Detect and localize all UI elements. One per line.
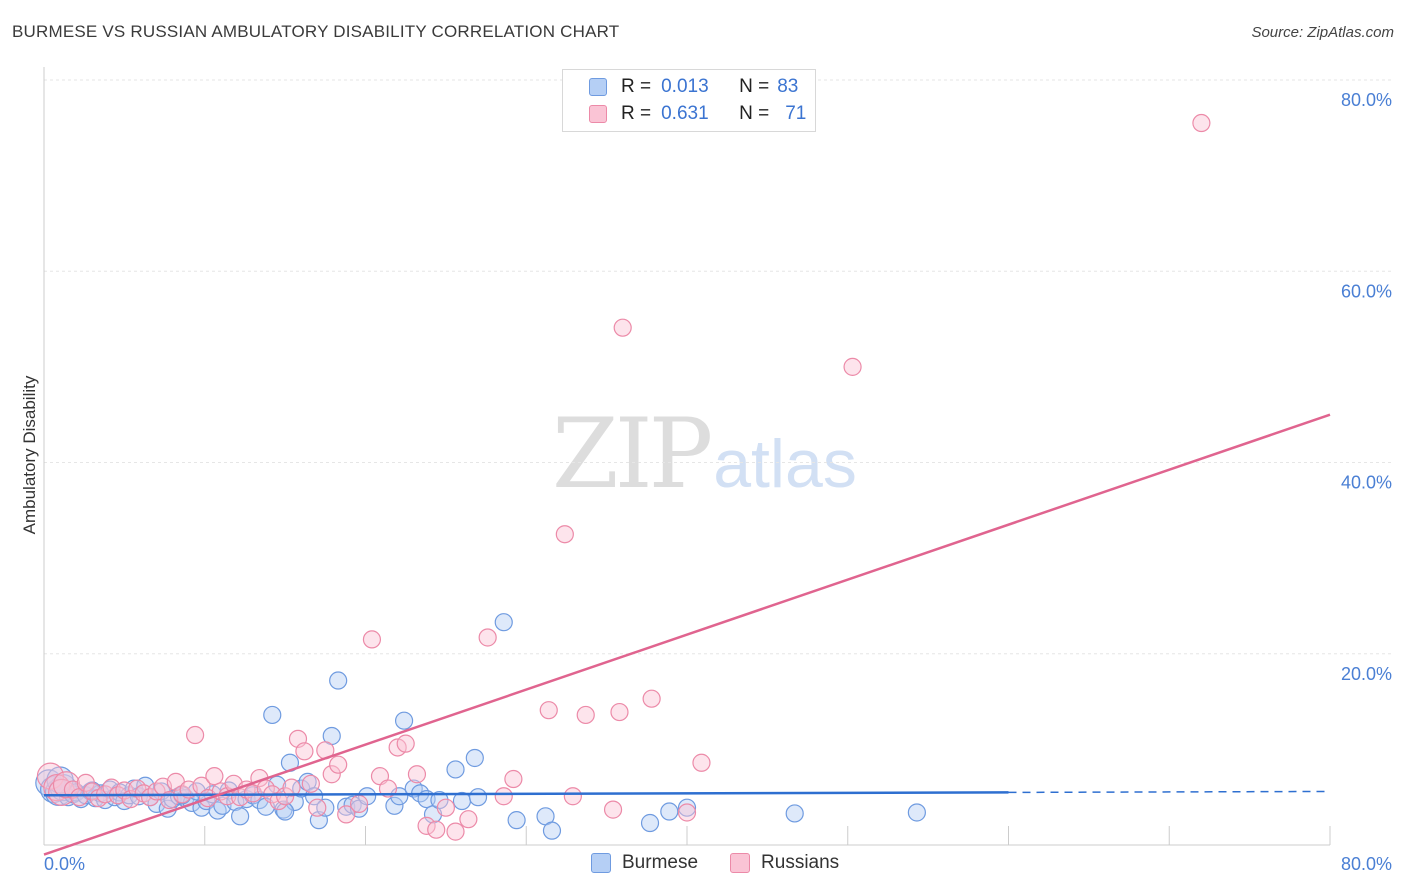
russians-trend-line (43, 413, 1331, 856)
burmese-point (660, 802, 679, 821)
russian-point (427, 820, 446, 839)
burmese-point (907, 803, 926, 822)
russians-r-label: R = (621, 103, 652, 124)
chart-source: Source: ZipAtlas.com (1251, 24, 1394, 41)
russians-r-value: 0.631 (661, 103, 709, 124)
russian-point (563, 787, 582, 806)
x-tick-label-max: 80.0% (1341, 854, 1392, 874)
russian-point (205, 767, 224, 786)
russian-point (504, 769, 523, 789)
russian-point (322, 765, 341, 784)
burmese-point (468, 788, 488, 807)
russian-point (1192, 113, 1211, 133)
chart-title: BURMESE VS RUSSIAN AMBULATORY DISABILITY… (12, 22, 620, 41)
russian-point (603, 800, 623, 819)
russian-point (282, 778, 301, 797)
russian-point (539, 701, 558, 720)
russian-point (362, 630, 382, 649)
trend-lines (43, 413, 1331, 856)
burmese-legend-label: Burmese (622, 852, 699, 873)
russians-swatch (589, 105, 607, 123)
correlation-legend: R = 0.013 N = 83 R = 0.631 N = 71 (562, 69, 816, 132)
russian-point (677, 803, 697, 822)
russian-point (613, 318, 632, 337)
burmese-trend-line (43, 791, 1009, 797)
legend-item-burmese[interactable]: Burmese (591, 852, 698, 874)
burmese-point (494, 613, 513, 632)
legend-row-russians: R = 0.631 N = 71 (563, 100, 806, 128)
russian-point (407, 765, 427, 784)
burmese-point (640, 813, 660, 833)
burmese-point (507, 811, 526, 830)
russian-point (329, 755, 348, 774)
russian-point (478, 628, 497, 647)
russians-legend-label: Russians (761, 852, 840, 873)
russian-point (396, 734, 415, 753)
burmese-n-value: 83 (777, 76, 799, 97)
burmese-point (276, 802, 295, 821)
burmese-point (385, 796, 404, 815)
y-tick-label-60: 60.0% (1341, 281, 1392, 301)
burmese-point (465, 748, 484, 768)
russian-point (642, 689, 661, 708)
grid-layer (44, 79, 1392, 655)
y-tick-label-80: 80.0% (1341, 90, 1392, 110)
y-tick-label-40: 40.0% (1341, 473, 1392, 493)
burmese-point (329, 671, 348, 690)
burmese-n-label: N = (739, 76, 770, 97)
russian-point (459, 810, 478, 829)
russian-point (576, 705, 595, 725)
russian-point (843, 357, 862, 376)
russian-point (417, 816, 436, 835)
legend-row-burmese: R = 0.013 N = 83 (563, 73, 798, 101)
russian-point (295, 742, 314, 761)
russian-points (36, 113, 1211, 841)
legend-item-russians[interactable]: Russians (730, 852, 839, 874)
russian-point (494, 787, 513, 806)
y-tick-label-20: 20.0% (1341, 664, 1392, 684)
burmese-point (785, 804, 804, 823)
x-tick-label-min: 0.0% (44, 854, 85, 874)
russian-point (378, 779, 398, 798)
russian-point (692, 753, 711, 772)
russian-point (349, 794, 369, 813)
russian-point (308, 798, 327, 817)
russians-legend-swatch (730, 853, 751, 873)
burmese-point (394, 711, 414, 730)
burmese-legend-swatch (591, 853, 611, 873)
burmese-point (542, 821, 562, 840)
tick-labels: 20.0% 40.0% 60.0% 80.0% 0.0% 80.0% Ambulatory … (20, 90, 1392, 874)
russian-point (555, 525, 574, 544)
burmese-point (263, 705, 282, 725)
russians-n-value: 71 (785, 103, 807, 124)
russian-point (446, 822, 465, 841)
russian-point (301, 774, 320, 793)
russian-point (610, 702, 629, 722)
burmese-r-label: R = (621, 76, 652, 97)
russian-point (48, 778, 76, 807)
burmese-point (677, 798, 697, 817)
series-legend: Burmese Russians (591, 852, 871, 874)
burmese-swatch (589, 78, 607, 96)
russian-point (186, 725, 205, 745)
burmese-point (231, 807, 250, 826)
axis-layer (43, 67, 1331, 846)
russians-n-label: N = (739, 103, 770, 124)
russian-point (436, 798, 455, 817)
burmese-trend-extension (1008, 790, 1331, 794)
y-axis-label: Ambulatory Disability (20, 375, 39, 534)
burmese-point (446, 760, 465, 779)
russian-point (337, 805, 356, 824)
burmese-r-value: 0.013 (661, 76, 709, 97)
